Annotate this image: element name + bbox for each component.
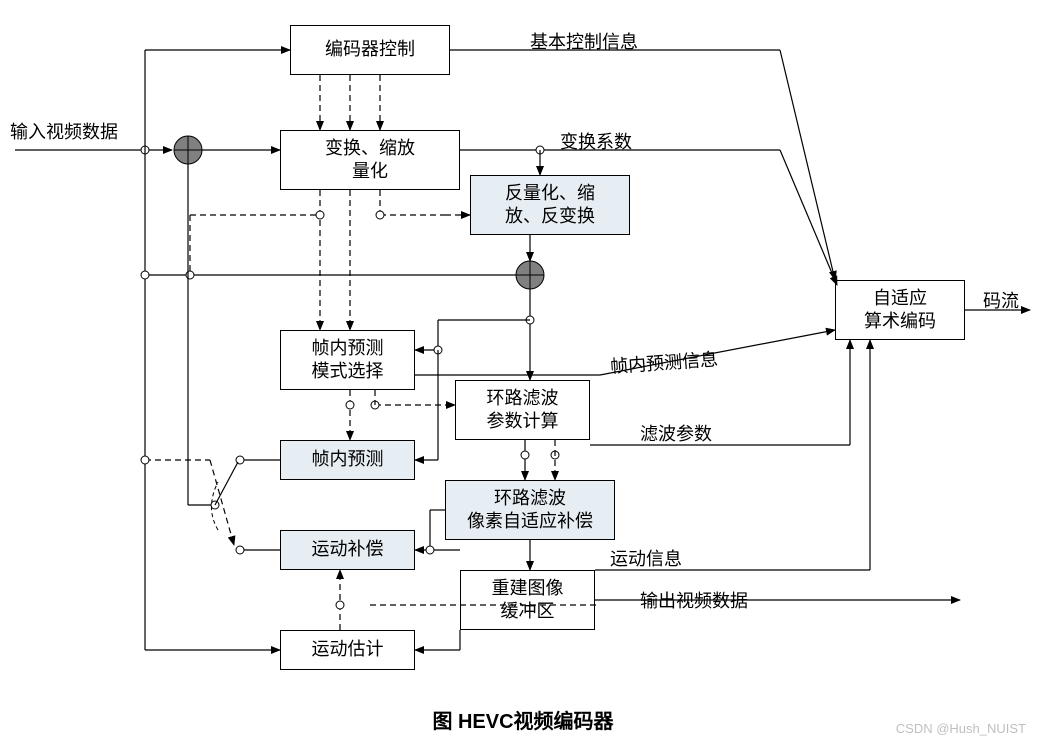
node-text: 缓冲区 <box>501 600 555 623</box>
node-text: 运动补偿 <box>312 538 384 561</box>
label-motion-info: 运动信息 <box>610 545 682 571</box>
node-recon-buffer: 重建图像 缓冲区 <box>460 570 595 630</box>
node-text: 模式选择 <box>312 360 384 383</box>
node-encoder-control: 编码器控制 <box>290 25 450 75</box>
node-text: 算术编码 <box>864 310 936 333</box>
connector-layer <box>0 0 1046 748</box>
node-text: 重建图像 <box>492 577 564 600</box>
node-text: 量化 <box>352 160 388 183</box>
node-text: 帧内预测 <box>312 337 384 360</box>
node-inverse: 反量化、缩 放、反变换 <box>470 175 630 235</box>
node-text: 参数计算 <box>487 410 559 433</box>
label-input: 输入视频数据 <box>10 118 118 144</box>
node-loop-filter-sao: 环路滤波 像素自适应补偿 <box>445 480 615 540</box>
node-text: 编码器控制 <box>325 38 415 61</box>
node-text: 像素自适应补偿 <box>467 510 593 533</box>
label-intra-pred-info: 帧内预测信息 <box>609 345 719 378</box>
node-text: 变换、缩放 <box>325 137 415 160</box>
label-filter-params: 滤波参数 <box>640 420 712 446</box>
watermark: CSDN @Hush_NUIST <box>896 721 1026 736</box>
node-text: 运动估计 <box>312 638 384 661</box>
diagram-canvas: 输入视频数据 基本控制信息 变换系数 帧内预测信息 滤波参数 运动信息 输出视频… <box>0 0 1046 748</box>
node-text: 放、反变换 <box>505 205 595 228</box>
node-intra-mode: 帧内预测 模式选择 <box>280 330 415 390</box>
node-text: 自适应 <box>873 287 927 310</box>
node-text: 环路滤波 <box>487 387 559 410</box>
node-motion-comp: 运动补偿 <box>280 530 415 570</box>
label-bitstream: 码流 <box>983 287 1019 313</box>
node-motion-est: 运动估计 <box>280 630 415 670</box>
node-loop-filter-calc: 环路滤波 参数计算 <box>455 380 590 440</box>
diagram-caption: 图 HEVC视频编码器 <box>0 705 1046 734</box>
node-intra-pred: 帧内预测 <box>280 440 415 480</box>
node-text: 环路滤波 <box>494 487 566 510</box>
label-transform-coef: 变换系数 <box>560 128 632 154</box>
node-adaptive-coding: 自适应 算术编码 <box>835 280 965 340</box>
node-transform: 变换、缩放 量化 <box>280 130 460 190</box>
node-text: 反量化、缩 <box>505 182 595 205</box>
label-basic-control: 基本控制信息 <box>530 28 638 54</box>
node-text: 帧内预测 <box>312 448 384 471</box>
label-output-video: 输出视频数据 <box>640 587 748 613</box>
